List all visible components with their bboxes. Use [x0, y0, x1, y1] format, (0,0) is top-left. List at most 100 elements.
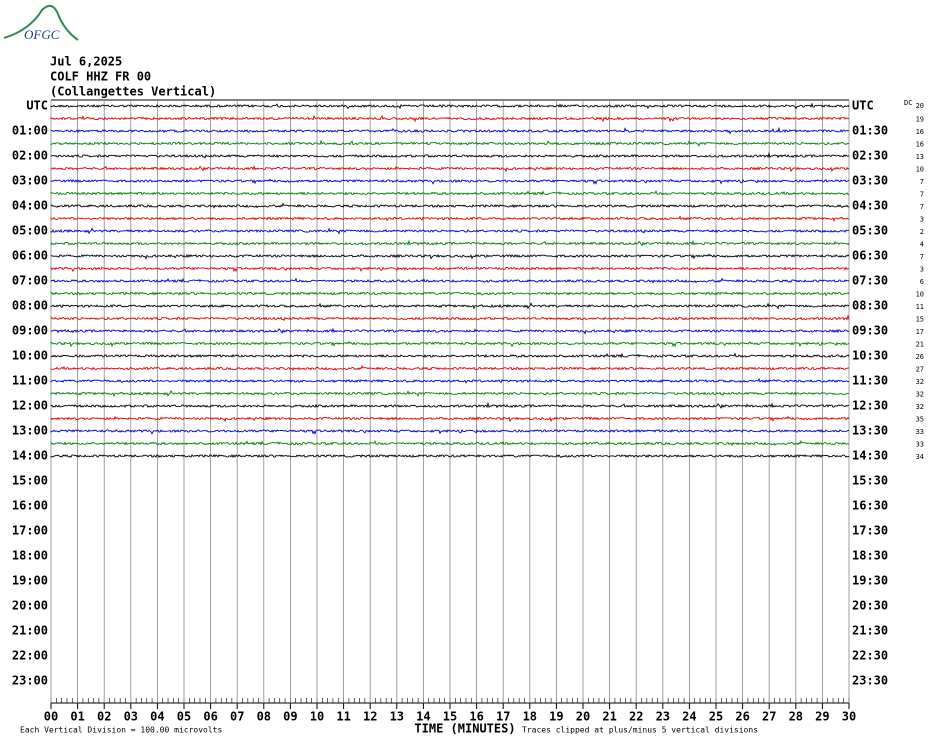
- x-tick-label: 04: [150, 710, 164, 724]
- right-time-label: 10:30: [852, 349, 888, 363]
- trace: [50, 364, 850, 372]
- left-time-label: 14:00: [12, 449, 48, 463]
- right-time-label: 13:30: [852, 424, 888, 438]
- trace: [50, 415, 850, 423]
- station: COLF HHZ FR 00: [50, 70, 151, 84]
- trace: [50, 266, 850, 273]
- left-time-label: 22:00: [12, 649, 48, 663]
- right-time-label: 06:30: [852, 249, 888, 263]
- x-tick-label: 15: [443, 710, 457, 724]
- x-tick-label: 02: [97, 710, 111, 724]
- right-time-label: 12:30: [852, 399, 888, 413]
- dc-label: DC: [904, 99, 912, 107]
- right-time-label: 20:30: [852, 599, 888, 613]
- right-time-label: 22:30: [852, 649, 888, 663]
- dc-value: 2: [920, 228, 924, 236]
- right-time-label: UTC: [852, 99, 874, 113]
- right-time-label: 19:30: [852, 574, 888, 588]
- left-time-label: 05:00: [12, 224, 48, 238]
- dc-value: 27: [916, 366, 924, 374]
- right-time-label: 15:30: [852, 474, 888, 488]
- x-tick-label: 19: [549, 710, 563, 724]
- x-tick-label: 01: [70, 710, 84, 724]
- dc-value: 32: [916, 403, 924, 411]
- trace: [50, 253, 850, 260]
- left-time-label: 13:00: [12, 424, 48, 438]
- station-name: (Collangettes Vertical): [50, 85, 216, 99]
- right-time-label: 11:30: [852, 374, 888, 388]
- dc-value: 34: [916, 453, 924, 461]
- left-time-label: 06:00: [12, 249, 48, 263]
- dc-value: 32: [916, 378, 924, 386]
- right-time-label: 04:30: [852, 199, 888, 213]
- dc-value: 11: [916, 303, 924, 311]
- dc-value: 10: [916, 166, 924, 174]
- trace: [50, 401, 850, 409]
- x-tick-label: 21: [602, 710, 616, 724]
- left-time-label: 15:00: [12, 474, 48, 488]
- right-time-label: 23:30: [852, 674, 888, 688]
- x-tick-label: 03: [124, 710, 138, 724]
- x-tick-label: 29: [815, 710, 829, 724]
- trace: [50, 428, 850, 435]
- x-tick-label: 14: [416, 710, 430, 724]
- x-tick-label: 24: [682, 710, 696, 724]
- trace: [50, 189, 850, 196]
- dc-value: 4: [920, 241, 924, 249]
- dc-value: 15: [916, 316, 924, 324]
- trace: [50, 302, 850, 310]
- right-time-label: 01:30: [852, 124, 888, 138]
- trace: [50, 139, 850, 148]
- dc-value: 3: [920, 216, 924, 224]
- left-time-label: 18:00: [12, 549, 48, 563]
- left-time-label: 02:00: [12, 149, 48, 163]
- right-time-label: 21:30: [852, 624, 888, 638]
- trace: [50, 377, 850, 384]
- trace: [50, 340, 850, 348]
- right-time-label: 05:30: [852, 224, 888, 238]
- x-tick-label: 20: [576, 710, 590, 724]
- left-time-label: 10:00: [12, 349, 48, 363]
- footer-right: Traces clipped at plus/minus 5 vertical …: [522, 726, 758, 735]
- trace: [50, 164, 850, 173]
- trace: [50, 227, 850, 235]
- x-tick-label: 18: [523, 710, 537, 724]
- x-tick-label: 28: [789, 710, 803, 724]
- dc-value: 16: [916, 128, 924, 136]
- dc-value: 26: [916, 353, 924, 361]
- right-time-label: 09:30: [852, 324, 888, 338]
- trace: [50, 126, 850, 135]
- x-tick-label: 11: [336, 710, 350, 724]
- x-axis-title: TIME (MINUTES): [414, 722, 515, 736]
- left-time-label: 23:00: [12, 674, 48, 688]
- dc-value: 7: [920, 178, 924, 186]
- trace: [50, 453, 850, 459]
- x-tick-label: 05: [177, 710, 191, 724]
- right-time-label: 18:30: [852, 549, 888, 563]
- left-time-label: 17:00: [12, 524, 48, 538]
- right-time-label: 17:30: [852, 524, 888, 538]
- x-tick-label: 16: [469, 710, 483, 724]
- trace: [50, 439, 850, 447]
- date: Jul 6,2025: [50, 55, 122, 69]
- right-time-label: 03:30: [852, 174, 888, 188]
- right-time-label: 14:30: [852, 449, 888, 463]
- dc-value: 7: [920, 191, 924, 199]
- x-tick-label: 08: [257, 710, 271, 724]
- left-time-label: 09:00: [12, 324, 48, 338]
- trace: [50, 291, 850, 297]
- right-time-label: 02:30: [852, 149, 888, 163]
- trace: [50, 352, 850, 359]
- dc-value: 7: [920, 253, 924, 261]
- x-tick-label: 12: [363, 710, 377, 724]
- x-tick-label: 07: [230, 710, 244, 724]
- trace: [50, 114, 850, 123]
- left-time-label: 20:00: [12, 599, 48, 613]
- trace: [50, 215, 850, 223]
- trace: [50, 151, 850, 159]
- dc-value: 32: [916, 391, 924, 399]
- left-time-label: 01:00: [12, 124, 48, 138]
- trace: [50, 102, 850, 110]
- left-time-label: 19:00: [12, 574, 48, 588]
